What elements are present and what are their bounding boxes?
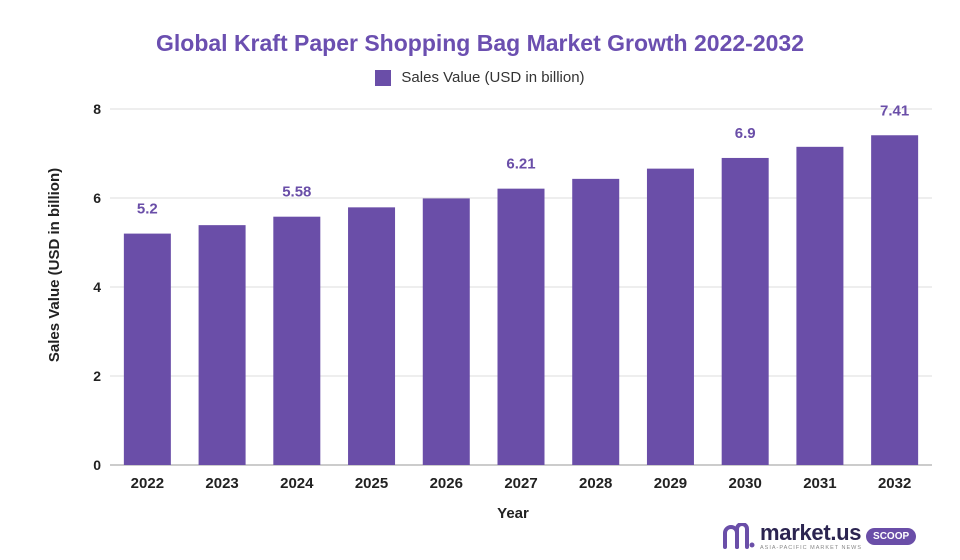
data-label: 5.58 [282, 184, 311, 201]
x-tick-label: 2023 [205, 475, 238, 492]
bar [572, 178, 620, 466]
bar [273, 216, 321, 465]
y-tick-label: 2 [93, 368, 101, 384]
bar [123, 233, 171, 465]
x-tick-label: 2024 [280, 475, 314, 492]
x-tick-label: 2026 [430, 475, 463, 492]
bar [796, 146, 844, 465]
x-tick-label: 2031 [803, 475, 836, 492]
data-label: 7.41 [880, 102, 909, 119]
bar [198, 225, 246, 465]
logo-tagline: ASIA-PACIFIC MARKET NEWS [760, 545, 863, 552]
x-tick-label: 2029 [654, 475, 687, 492]
y-tick-label: 0 [93, 457, 101, 473]
x-tick-label: 2030 [728, 475, 761, 492]
bar [871, 135, 919, 465]
y-axis-title: Sales Value (USD in billion) [46, 168, 63, 362]
bar [497, 188, 545, 465]
logo-text: market.us [760, 520, 862, 546]
market-us-logo: market.us ASIA-PACIFIC MARKET NEWS SCOOP [722, 522, 937, 552]
bar [422, 198, 470, 465]
data-label: 6.9 [735, 125, 756, 142]
x-axis-title: Year [497, 505, 529, 522]
x-tick-label: 2032 [878, 475, 911, 492]
chart-title: Global Kraft Paper Shopping Bag Market G… [156, 30, 804, 56]
data-label: 5.2 [137, 201, 158, 218]
x-tick-label: 2028 [579, 475, 612, 492]
y-tick-label: 6 [93, 190, 101, 206]
bar [348, 207, 396, 465]
data-label: 6.21 [506, 156, 535, 173]
legend-label: Sales Value (USD in billion) [401, 69, 585, 86]
y-tick-label: 4 [93, 279, 101, 295]
legend-swatch [375, 69, 392, 86]
x-tick-label: 2025 [355, 475, 388, 492]
bar [646, 168, 694, 465]
bar [721, 157, 769, 465]
x-tick-label: 2027 [504, 475, 537, 492]
logo-badge: SCOOP [866, 527, 917, 545]
y-tick-label: 8 [93, 101, 101, 117]
chart-legend: Sales Value (USD in billion) [0, 69, 960, 86]
market-us-logo-icon [723, 523, 755, 549]
x-tick-label: 2022 [131, 475, 164, 492]
